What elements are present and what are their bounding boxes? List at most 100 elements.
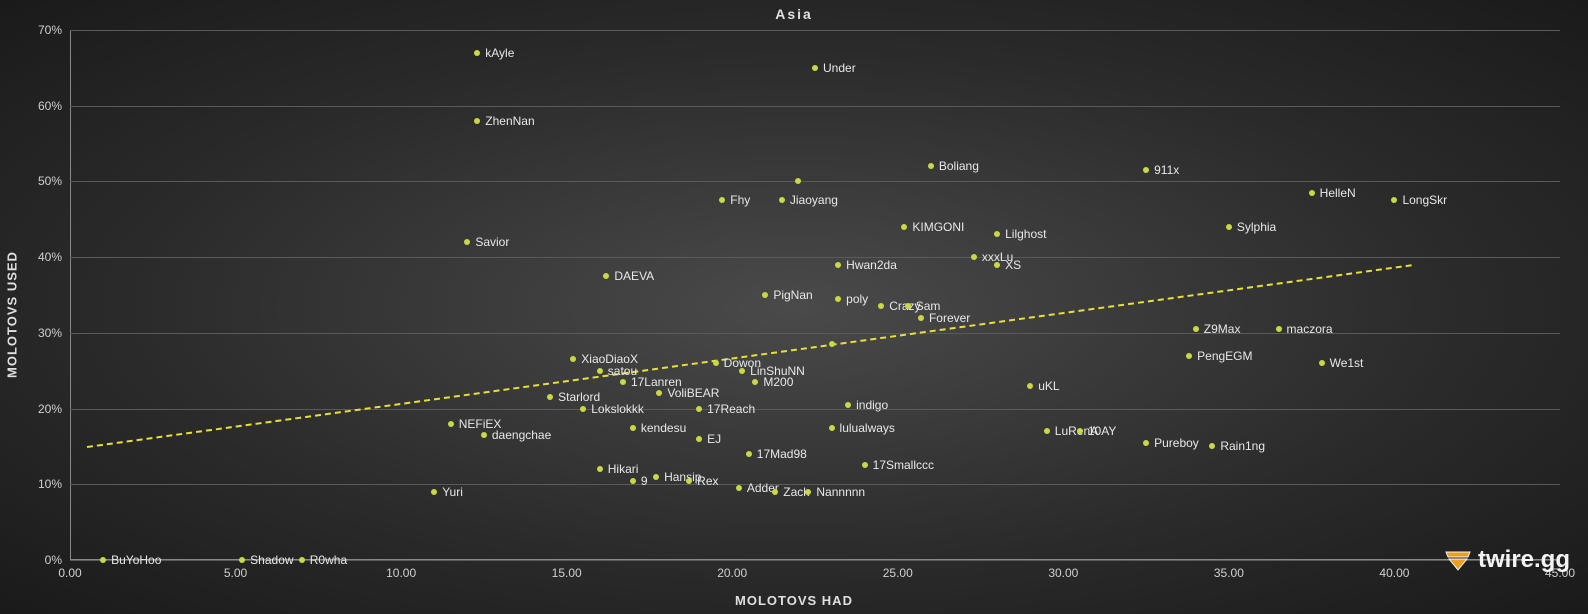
data-point xyxy=(597,466,603,472)
x-tick-label: 35.00 xyxy=(1214,566,1244,580)
data-point xyxy=(1276,326,1282,332)
y-axis-label: MOLOTOVS USED xyxy=(5,251,20,378)
plot-area: 0%10%20%30%40%50%60%70%0.005.0010.0015.0… xyxy=(70,30,1560,560)
data-point xyxy=(474,118,480,124)
data-point-label: Hwan2da xyxy=(846,258,897,272)
data-point-label: BuYoHoo xyxy=(111,553,161,567)
data-point xyxy=(905,303,911,309)
data-point xyxy=(299,557,305,563)
data-point xyxy=(762,292,768,298)
data-point xyxy=(1319,360,1325,366)
data-point xyxy=(547,394,553,400)
data-point-label: Nannnnn xyxy=(816,485,865,499)
watermark-text: twire.gg xyxy=(1478,546,1570,574)
data-point-label: 17Reach xyxy=(707,402,755,416)
data-point xyxy=(829,425,835,431)
data-point xyxy=(620,379,626,385)
data-point xyxy=(1309,190,1315,196)
data-point-label: LongSkr xyxy=(1402,193,1447,207)
data-point-label: kendesu xyxy=(641,421,686,435)
data-point-label: Jiaoyang xyxy=(790,193,838,207)
data-point xyxy=(795,178,801,184)
data-point-label: M200 xyxy=(763,375,793,389)
gridline xyxy=(70,333,1560,334)
data-point-label: maczora xyxy=(1287,322,1333,336)
data-point-label: Hansip xyxy=(664,470,701,484)
data-point xyxy=(994,231,1000,237)
x-tick-label: 10.00 xyxy=(386,566,416,580)
data-point xyxy=(835,296,841,302)
data-point-label: Rain1ng xyxy=(1220,439,1265,453)
data-point-label: 911x xyxy=(1154,163,1179,177)
data-point-label: indigo xyxy=(856,398,888,412)
data-point-label: Lokslokkk xyxy=(591,402,644,416)
data-point-label: kAyle xyxy=(485,46,514,60)
data-point xyxy=(696,406,702,412)
chart-title: Asia xyxy=(775,6,813,22)
data-point xyxy=(1077,428,1083,434)
data-point-label: Pureboy xyxy=(1154,436,1199,450)
data-point xyxy=(736,485,742,491)
data-point xyxy=(481,432,487,438)
x-tick-label: 20.00 xyxy=(717,566,747,580)
x-axis-label: MOLOTOVS HAD xyxy=(735,593,853,608)
data-point-label: Hikari xyxy=(608,462,639,476)
y-axis-line xyxy=(70,30,71,560)
data-point xyxy=(779,197,785,203)
gridline xyxy=(70,484,1560,485)
chart-container: Asia MOLOTOVS USED MOLOTOVS HAD 0%10%20%… xyxy=(0,0,1588,614)
y-tick-label: 10% xyxy=(38,477,62,491)
data-point-label: poly xyxy=(846,292,868,306)
data-point xyxy=(448,421,454,427)
data-point xyxy=(656,390,662,396)
data-point-label: PengEGM xyxy=(1197,349,1252,363)
data-point xyxy=(739,368,745,374)
data-point-label: Forever xyxy=(929,311,970,325)
data-point xyxy=(1391,197,1397,203)
data-point xyxy=(597,368,603,374)
data-point xyxy=(239,557,245,563)
data-point-label: Rex xyxy=(697,474,718,488)
data-point xyxy=(464,239,470,245)
x-tick-label: 25.00 xyxy=(883,566,913,580)
data-point xyxy=(474,50,480,56)
data-point-label: lulualways xyxy=(840,421,895,435)
data-point xyxy=(630,478,636,484)
data-point-label: uKL xyxy=(1038,379,1059,393)
data-point-label: 17Smallccc xyxy=(873,458,934,472)
y-tick-label: 50% xyxy=(38,174,62,188)
gridline xyxy=(70,409,1560,410)
y-tick-label: 0% xyxy=(45,553,62,567)
data-point xyxy=(719,197,725,203)
gridline xyxy=(70,30,1560,31)
data-point xyxy=(901,224,907,230)
y-tick-label: 20% xyxy=(38,402,62,416)
data-point xyxy=(580,406,586,412)
data-point-label: Shadow xyxy=(250,553,293,567)
data-point-label: daengchae xyxy=(492,428,551,442)
gridline xyxy=(70,257,1560,258)
data-point-label: 17Mad98 xyxy=(757,447,807,461)
data-point-label: XS xyxy=(1005,258,1021,272)
data-point xyxy=(805,489,811,495)
twire-logo-icon xyxy=(1444,548,1472,572)
data-point-label: PigNan xyxy=(773,288,812,302)
data-point-label: We1st xyxy=(1330,356,1364,370)
data-point xyxy=(829,341,835,347)
data-point xyxy=(653,474,659,480)
data-point xyxy=(630,425,636,431)
data-point-label: Savior xyxy=(475,235,509,249)
data-point-label: HelleN xyxy=(1320,186,1356,200)
data-point xyxy=(1226,224,1232,230)
data-point xyxy=(1209,443,1215,449)
x-tick-label: 5.00 xyxy=(224,566,247,580)
gridline xyxy=(70,181,1560,182)
x-tick-label: 30.00 xyxy=(1048,566,1078,580)
data-point-label: R0wha xyxy=(310,553,347,567)
data-point xyxy=(1044,428,1050,434)
data-point xyxy=(603,273,609,279)
data-point-label: Fhy xyxy=(730,193,750,207)
data-point xyxy=(1143,167,1149,173)
data-point xyxy=(971,254,977,260)
data-point-label: ZhenNan xyxy=(485,114,534,128)
